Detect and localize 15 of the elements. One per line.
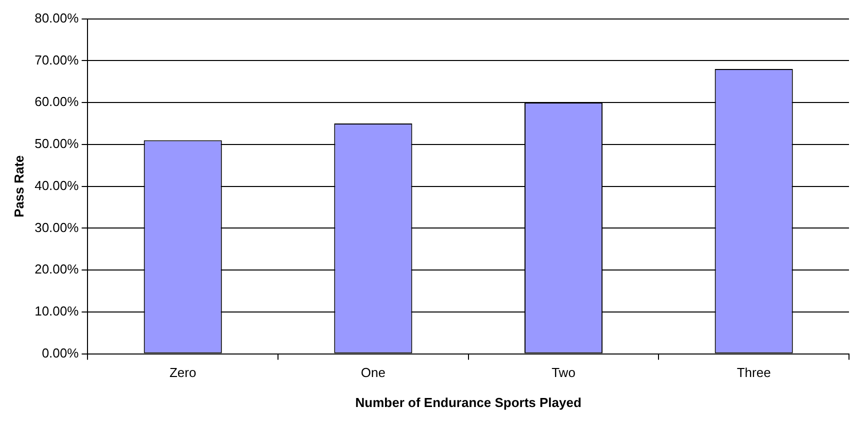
y-tick-label: 60.00% xyxy=(34,94,80,110)
x-tick-label: Two xyxy=(552,365,576,380)
x-tick-label: One xyxy=(360,365,386,380)
y-tick-label: 20.00% xyxy=(34,262,80,277)
x-tick-label: Three xyxy=(736,365,771,380)
y-tick-label: 50.00% xyxy=(34,136,80,152)
y-axis-title: Pass Rate xyxy=(11,155,26,218)
y-tick-label: 30.00% xyxy=(34,220,80,235)
x-tick-label: Zero xyxy=(169,365,196,380)
x-axis-title: Number of Endurance Sports Played xyxy=(355,394,582,410)
y-tick-label: 0.00% xyxy=(42,345,80,360)
y-tick-label: 80.00% xyxy=(34,10,80,26)
y-tick-label: 10.00% xyxy=(34,304,80,319)
y-tick-label: 40.00% xyxy=(34,178,80,193)
y-tick-label: 70.00% xyxy=(34,52,80,68)
